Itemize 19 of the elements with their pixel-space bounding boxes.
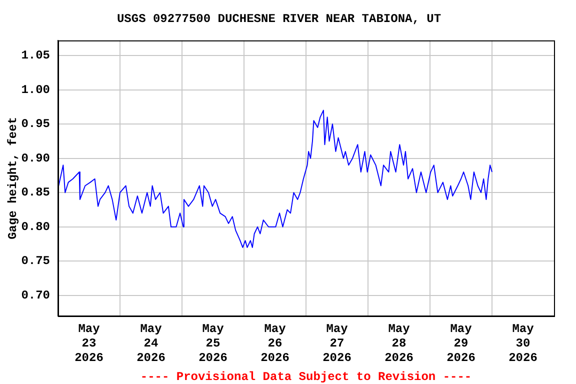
x-tick-label: May 23 2026	[74, 322, 104, 366]
x-tick-label: May 29 2026	[446, 322, 476, 366]
y-tick-label: 0.95	[21, 117, 50, 132]
y-axis-title: Gage height, feet	[6, 116, 20, 240]
x-tick-label: May 27 2026	[322, 322, 352, 366]
y-tick-label: 1.05	[21, 48, 50, 62]
y-tick-label: 0.70	[21, 288, 50, 302]
text: ---- Provisional Data Subject to Revision ----	[140, 370, 472, 384]
y-tick-label: 0.85	[21, 186, 50, 200]
chart-title: USGS 09277500 DUCHESNE RIVER NEAR TABIONA, UT	[116, 12, 442, 26]
x-tick-label: May 24 2026	[136, 322, 166, 366]
y-tick-label: 0.80	[21, 220, 50, 234]
x-tick-label: May 30 2026	[508, 322, 538, 366]
x-tick-label: May 26 2026	[260, 322, 290, 366]
y-tick-label: 0.90	[21, 151, 50, 166]
y-tick-label: 1.00	[21, 82, 50, 97]
x-tick-label: May 25 2026	[198, 322, 228, 366]
x-tick-label: May 28 2026	[384, 322, 414, 366]
y-tick-label: 0.75	[21, 254, 50, 268]
